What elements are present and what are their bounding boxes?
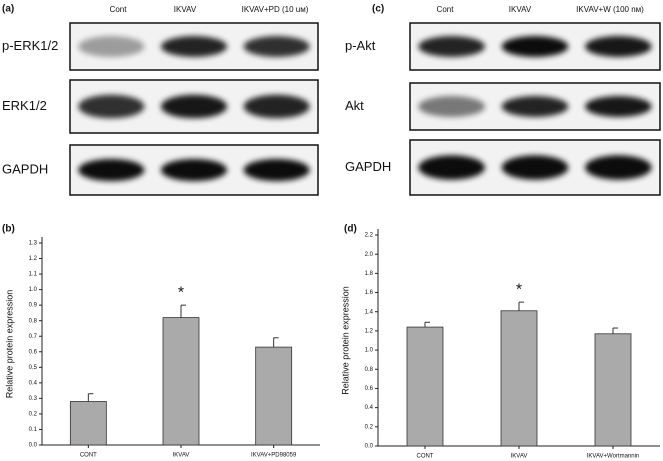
row-label: GAPDH: [345, 159, 391, 174]
y-tick-label: 0.6: [29, 349, 38, 355]
annotation: *: [178, 284, 184, 301]
band: [418, 36, 485, 57]
y-tick-label: 0.8: [29, 318, 38, 324]
band: [78, 158, 145, 182]
panel-label: (c): [372, 4, 384, 15]
row-label: GAPDH: [2, 161, 48, 176]
y-tick-label: 0.2: [29, 412, 38, 418]
annotation: *: [516, 281, 522, 298]
y-tick-label: 0.6: [365, 386, 374, 392]
y-tick-label: 2.2: [365, 233, 374, 239]
bar: [69, 401, 107, 446]
band: [501, 36, 569, 57]
y-tick-label: 0.1: [29, 427, 38, 433]
band: [585, 96, 652, 117]
row-label: p-Akt: [345, 38, 376, 53]
y-tick-label: 0.4: [29, 380, 38, 386]
band: [585, 36, 652, 57]
y-tick-label: 0.4: [365, 405, 374, 411]
x-tick-label: CONT: [80, 453, 97, 459]
band: [585, 155, 652, 180]
y-tick-label: 2.0: [365, 252, 374, 258]
x-tick-label: CONT: [417, 454, 434, 460]
band: [160, 94, 228, 119]
band: [501, 155, 569, 180]
band: [78, 94, 145, 119]
x-tick-label: IKVAV: [173, 453, 190, 459]
x-tick-label: IKVAV: [511, 454, 528, 460]
band: [243, 36, 310, 57]
row-label: ERK1/2: [2, 98, 47, 113]
band: [160, 36, 228, 57]
y-tick-label: 1.1: [29, 272, 38, 278]
bar: [255, 346, 293, 446]
y-tick-label: 0.7: [29, 334, 38, 340]
panel-label: (a): [2, 4, 14, 15]
y-tick-label: 1.0: [29, 287, 38, 293]
y-tick-label: 0.0: [29, 443, 38, 449]
column-header: IKVAV: [174, 5, 197, 14]
panel-label: (b): [2, 224, 15, 235]
band: [243, 94, 310, 119]
band: [418, 155, 485, 180]
column-header: IKVAV+W (100 nм): [576, 5, 644, 14]
row-label: Akt: [345, 98, 364, 113]
y-tick-label: 1.2: [29, 256, 38, 262]
bar: [162, 317, 200, 446]
y-axis-label: Relative protein expression: [4, 290, 14, 399]
y-tick-label: 0.0: [365, 444, 374, 450]
x-tick-label: IKVAV+PD98059: [251, 453, 297, 459]
y-tick-label: 0.2: [365, 424, 374, 430]
y-tick-label: 1.0: [365, 348, 374, 354]
y-tick-label: 0.9: [29, 303, 38, 309]
y-tick-label: 1.6: [365, 290, 374, 296]
y-tick-label: 0.3: [29, 396, 38, 402]
bar: [594, 333, 632, 447]
column-header: Cont: [437, 5, 455, 14]
y-tick-label: 1.4: [365, 309, 374, 315]
y-tick-label: 0.8: [365, 367, 374, 373]
row-label: p-ERK1/2: [2, 38, 58, 53]
y-tick-label: 1.8: [365, 271, 374, 277]
column-header: Cont: [110, 5, 128, 14]
x-tick-label: IKVAV+Wortmannin: [587, 454, 640, 460]
band: [243, 158, 310, 182]
band: [501, 96, 569, 117]
y-tick-label: 1.3: [29, 241, 38, 247]
y-tick-label: 1.2: [365, 328, 374, 334]
y-tick-label: 0.5: [29, 365, 38, 371]
column-header: IKVAV: [509, 5, 532, 14]
band: [160, 158, 228, 182]
band: [418, 96, 485, 117]
bar: [500, 310, 538, 447]
panel-label: (d): [344, 224, 357, 235]
band: [78, 36, 145, 57]
y-axis-label: Relative protein expression: [340, 286, 350, 395]
bar: [406, 326, 444, 447]
column-header: IKVAV+PD (10 uм): [242, 5, 309, 14]
